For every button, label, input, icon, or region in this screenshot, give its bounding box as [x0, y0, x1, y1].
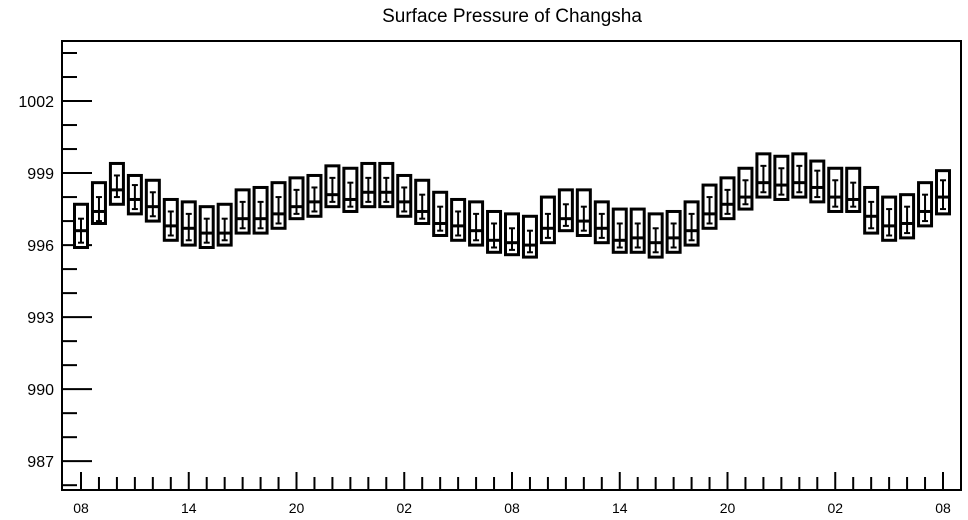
box: [881, 195, 898, 242]
y-tick-label: 987: [27, 454, 54, 471]
box: [719, 176, 736, 221]
box: [593, 200, 610, 245]
box: [629, 207, 646, 254]
box: [845, 166, 862, 213]
box: [701, 183, 718, 230]
box: [198, 205, 215, 249]
box: [935, 169, 951, 216]
box: [899, 193, 916, 240]
box: [108, 161, 125, 206]
y-axis: 1002 999 996 993 990 987: [18, 52, 92, 487]
box: [827, 166, 844, 213]
box: [450, 197, 467, 242]
x-tick-label: 14: [612, 500, 628, 516]
box: [809, 159, 826, 204]
box: [414, 178, 431, 225]
box: [432, 190, 449, 237]
box: [504, 212, 520, 257]
y-tick-label: 993: [27, 310, 54, 327]
box: [575, 188, 592, 237]
y-tick-label: 1002: [18, 94, 54, 111]
box: [378, 161, 395, 209]
box: [126, 173, 143, 216]
box: [306, 173, 323, 218]
box: [216, 202, 233, 247]
x-tick-label: 08: [73, 500, 89, 516]
x-tick-label: 02: [827, 500, 843, 516]
box: [162, 197, 179, 242]
box: [557, 188, 574, 233]
y-tick-label: 990: [27, 382, 54, 399]
box: [665, 209, 682, 254]
box: [360, 161, 377, 209]
x-tick-label: 20: [720, 500, 736, 516]
x-tick-label: 20: [289, 500, 305, 516]
box: [917, 181, 934, 228]
x-tick-label: 08: [935, 500, 951, 516]
x-tick-label: 14: [181, 500, 197, 516]
y-tick-label: 996: [27, 238, 54, 255]
x-tick-label: 08: [504, 500, 520, 516]
box: [342, 166, 359, 213]
box: [180, 200, 197, 247]
box: [144, 178, 161, 223]
box: [90, 181, 107, 225]
box: [539, 195, 556, 245]
box: [863, 185, 880, 235]
box: [486, 209, 503, 254]
box: [73, 202, 89, 249]
plot-frame: [61, 40, 962, 491]
box: [755, 152, 772, 199]
box: [737, 166, 754, 211]
box: [468, 200, 485, 247]
x-axis: 08 14 20 02 08 14 20 02 08: [73, 472, 951, 516]
box: [773, 154, 790, 201]
box: [234, 188, 251, 235]
box: [683, 200, 700, 247]
chart-title: Surface Pressure of Changsha: [382, 6, 642, 27]
box: [324, 164, 341, 209]
box: [270, 181, 287, 230]
box: [288, 176, 305, 221]
x-tick-label: 02: [396, 500, 412, 516]
box-series: [73, 152, 951, 259]
box: [647, 212, 664, 259]
y-tick-label: 999: [27, 166, 54, 183]
box: [791, 152, 808, 199]
box: [611, 207, 628, 254]
box: [521, 214, 538, 259]
box: [252, 185, 269, 235]
box: [396, 173, 413, 218]
